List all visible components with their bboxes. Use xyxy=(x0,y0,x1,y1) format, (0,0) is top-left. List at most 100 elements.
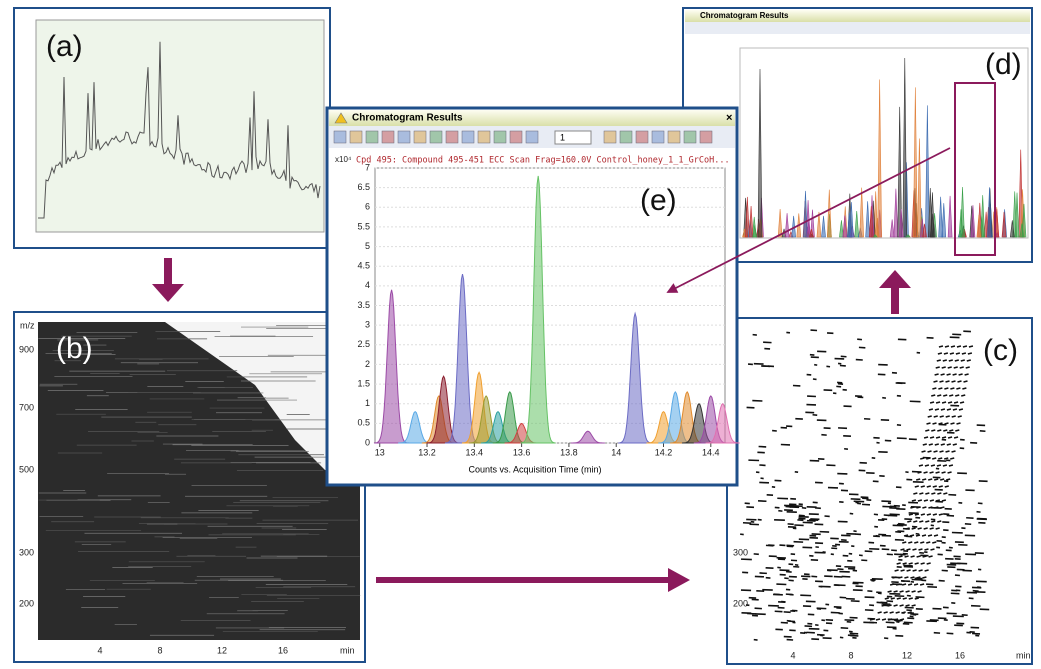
spike xyxy=(902,58,908,238)
toolbar-button[interactable] xyxy=(525,130,539,144)
noise xyxy=(938,345,944,348)
noise xyxy=(906,548,911,551)
y-tick-label: 3 xyxy=(365,320,370,330)
noise xyxy=(910,506,915,509)
connector-arrow xyxy=(666,147,951,293)
noise xyxy=(953,436,959,439)
toolbar-button[interactable] xyxy=(493,130,507,144)
noise xyxy=(914,562,919,565)
x-tick-label: 14.2 xyxy=(655,447,673,457)
noise xyxy=(920,457,925,460)
noise xyxy=(901,611,906,614)
spike xyxy=(917,138,922,238)
noise xyxy=(896,597,901,600)
noise xyxy=(941,471,946,474)
toolbar-button[interactable] xyxy=(429,130,443,144)
y-scale-label: x10⁴ xyxy=(335,155,352,164)
arrow xyxy=(879,270,911,288)
x-tick-label: 4 xyxy=(790,650,795,660)
noise xyxy=(965,366,970,369)
noise xyxy=(938,422,943,425)
y-tick-label: 300 xyxy=(19,547,34,557)
noise xyxy=(942,464,948,467)
noise xyxy=(940,373,945,376)
spike xyxy=(859,187,864,238)
toolbar-button[interactable] xyxy=(699,130,713,144)
noise xyxy=(947,366,952,369)
x-unit: min xyxy=(1016,650,1031,660)
noise xyxy=(951,450,956,453)
spike xyxy=(913,87,918,238)
toolbar-button[interactable] xyxy=(603,130,617,144)
noise xyxy=(947,436,953,439)
noise xyxy=(963,380,968,383)
toolbar-button[interactable] xyxy=(381,130,395,144)
toolbar-button[interactable] xyxy=(635,130,649,144)
noise xyxy=(947,471,952,474)
spike xyxy=(868,206,874,238)
toolbar-button[interactable] xyxy=(667,130,681,144)
noise xyxy=(926,513,932,516)
toolbar-button[interactable] xyxy=(445,130,459,144)
toolbar-field[interactable] xyxy=(554,130,592,145)
noise xyxy=(937,352,943,355)
plot-area xyxy=(35,19,325,233)
spike xyxy=(893,188,899,238)
window-icon xyxy=(334,112,348,124)
noise xyxy=(928,408,934,411)
noise xyxy=(925,429,930,432)
noise xyxy=(934,443,939,446)
noise xyxy=(935,499,941,502)
noise xyxy=(952,443,957,446)
noise xyxy=(917,527,922,530)
spike xyxy=(757,69,763,238)
noise xyxy=(931,520,936,523)
noise xyxy=(887,618,893,621)
noise xyxy=(957,415,962,418)
toolbar-button[interactable] xyxy=(365,130,379,144)
noise xyxy=(953,401,959,404)
spike xyxy=(1009,220,1015,238)
noise xyxy=(959,366,964,369)
toolbar-button[interactable] xyxy=(509,130,523,144)
noise xyxy=(912,548,917,551)
panel-label: (c) xyxy=(983,334,1018,367)
toolbar-button[interactable] xyxy=(413,130,427,144)
spike xyxy=(865,201,870,238)
noise xyxy=(927,534,933,537)
noise xyxy=(908,513,914,516)
close-button[interactable]: × xyxy=(726,112,732,124)
spike xyxy=(925,105,930,238)
noise xyxy=(887,590,892,593)
noise xyxy=(943,429,948,432)
peak xyxy=(570,430,605,444)
spike xyxy=(1021,203,1027,238)
noise xyxy=(962,345,968,348)
toolbar-button[interactable] xyxy=(683,130,697,144)
toolbar-button[interactable] xyxy=(333,130,347,144)
toolbar-button[interactable] xyxy=(651,130,665,144)
noise xyxy=(938,513,944,516)
toolbar-button[interactable] xyxy=(477,130,491,144)
noise xyxy=(894,569,899,572)
toolbar-button[interactable] xyxy=(619,130,633,144)
toolbar xyxy=(685,22,1030,34)
noise xyxy=(944,457,949,460)
noise xyxy=(932,422,937,425)
chart-subtitle: Cpd 495: Compound 495-451 ECC Scan Frag=… xyxy=(356,156,730,166)
noise xyxy=(935,366,940,369)
noise xyxy=(905,527,910,530)
panel-e: Chromatogram Results × 1 x10⁴ Cpd 495: C… xyxy=(325,106,740,487)
toolbar-button[interactable] xyxy=(349,130,363,144)
toolbar-button[interactable] xyxy=(397,130,411,144)
noise xyxy=(921,534,927,537)
noise xyxy=(900,569,905,572)
noise xyxy=(915,534,921,537)
toolbar-button[interactable] xyxy=(461,130,475,144)
noise xyxy=(901,583,907,586)
panel-c: (c) xyxy=(726,317,1033,665)
noise xyxy=(907,583,913,586)
noise xyxy=(884,597,889,600)
noise xyxy=(924,464,930,467)
